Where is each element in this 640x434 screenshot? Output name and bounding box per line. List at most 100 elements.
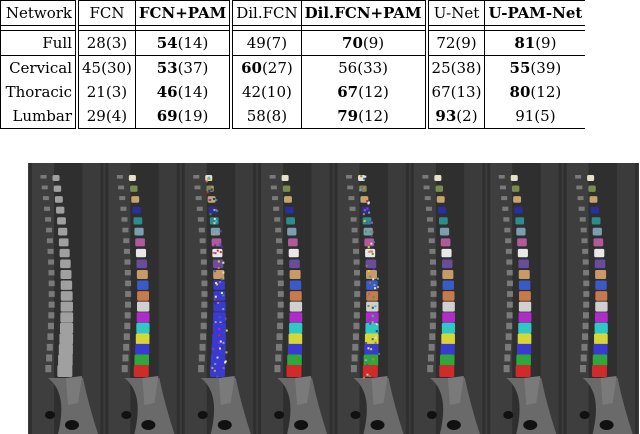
vertebra (287, 343, 303, 356)
posterior-element (197, 217, 204, 222)
mislabel-speckle (365, 341, 368, 344)
mislabel-speckle (222, 308, 225, 311)
vertebra (131, 196, 140, 203)
posterior-element (352, 333, 359, 340)
mislabel-speckle (371, 221, 374, 224)
mislabel-speckle (362, 376, 365, 379)
vertebra (517, 248, 528, 258)
posterior-element (430, 291, 437, 297)
posterior-element (430, 312, 437, 319)
mislabel-speckle (367, 304, 370, 307)
posterior-element (506, 280, 513, 287)
mislabel-speckle (375, 330, 378, 333)
mislabel-speckle (215, 199, 218, 202)
mislabel-speckle (214, 244, 217, 247)
cell-value: 81 (514, 34, 536, 52)
vertebra (284, 196, 292, 203)
panel-u-net (487, 163, 562, 434)
vertebra (440, 238, 451, 247)
posterior-element (124, 301, 131, 308)
vertebra (515, 365, 531, 377)
vertebra (136, 301, 150, 312)
cell-std: (37) (177, 59, 209, 77)
mislabel-speckle (218, 243, 221, 246)
mislabel-speckle (361, 197, 364, 200)
vertebra (59, 333, 74, 345)
posterior-element (354, 280, 361, 287)
vertebra (510, 175, 518, 181)
mislabel-speckle (213, 217, 216, 220)
mislabel-speckle (213, 222, 216, 225)
vertebra (595, 291, 608, 301)
mislabel-speckle (370, 348, 373, 351)
soft-tissue (32, 163, 54, 434)
posterior-element (275, 354, 282, 362)
vertebra (281, 175, 289, 181)
posterior-element (582, 248, 589, 254)
mislabel-speckle (372, 316, 375, 319)
mislabel-speckle (374, 336, 377, 339)
mislabel-speckle (371, 321, 374, 324)
vertebra (589, 196, 598, 203)
vertebra (60, 291, 73, 301)
posterior-element (506, 270, 513, 276)
mislabel-speckle (371, 304, 374, 307)
vertebra (595, 301, 608, 312)
vertebra (57, 365, 73, 377)
mislabel-speckle (361, 187, 364, 190)
vertebra (518, 270, 530, 279)
vertebra (59, 248, 70, 258)
mislabel-speckle (377, 352, 380, 355)
vertebra (213, 270, 225, 279)
air-pocket (294, 420, 309, 430)
vertebra (439, 365, 455, 377)
vertebra (286, 217, 296, 225)
mislabel-speckle (365, 264, 368, 267)
vertebra (436, 196, 445, 203)
cell-value: 69 (156, 107, 178, 125)
posterior-element (429, 333, 436, 340)
posterior-element (582, 333, 589, 340)
vertebra (133, 217, 143, 225)
mislabel-speckle (365, 263, 368, 266)
posterior-element (277, 280, 284, 287)
vertebra (52, 175, 60, 181)
posterior-element (580, 354, 587, 362)
cell-value: 53 (156, 59, 178, 77)
mislabel-speckle (377, 351, 380, 354)
posterior-element (498, 175, 505, 179)
posterior-element (116, 175, 123, 179)
posterior-element (503, 217, 510, 222)
posterior-element (353, 270, 360, 276)
mislabel-speckle (213, 208, 216, 211)
table-body: Full 28(3) 54(14) 49(7) 70(9) 72(9) 81(9) Cervi… (0, 25, 586, 129)
posterior-element (124, 270, 131, 276)
posterior-element (277, 312, 284, 319)
table-cell: 79(12) (300, 104, 427, 129)
panel-dil-fcn (334, 163, 409, 434)
mislabel-speckle (220, 277, 223, 280)
posterior-element (122, 354, 129, 362)
mislabel-speckle (364, 360, 367, 363)
posterior-element (346, 175, 352, 179)
posterior-element (48, 280, 55, 287)
vertebra (365, 270, 377, 279)
mislabel-speckle (218, 316, 221, 319)
posterior-element (501, 196, 508, 201)
posterior-element (499, 185, 506, 190)
vertebra (516, 354, 531, 367)
mislabel-speckle (371, 306, 374, 309)
mislabel-speckle (218, 328, 221, 331)
posterior-element (354, 291, 361, 297)
vertebra (58, 343, 73, 356)
table-cell: 29(4) (74, 104, 136, 129)
mislabel-speckle (368, 375, 371, 378)
posterior-element (347, 185, 354, 190)
vertebra (441, 259, 453, 269)
table-cell: 28(3) (74, 30, 136, 56)
mislabel-speckle (374, 305, 377, 308)
posterior-element (121, 365, 128, 373)
vertebra (59, 322, 74, 334)
vertebra (289, 322, 303, 334)
mislabel-speckle (369, 250, 372, 253)
